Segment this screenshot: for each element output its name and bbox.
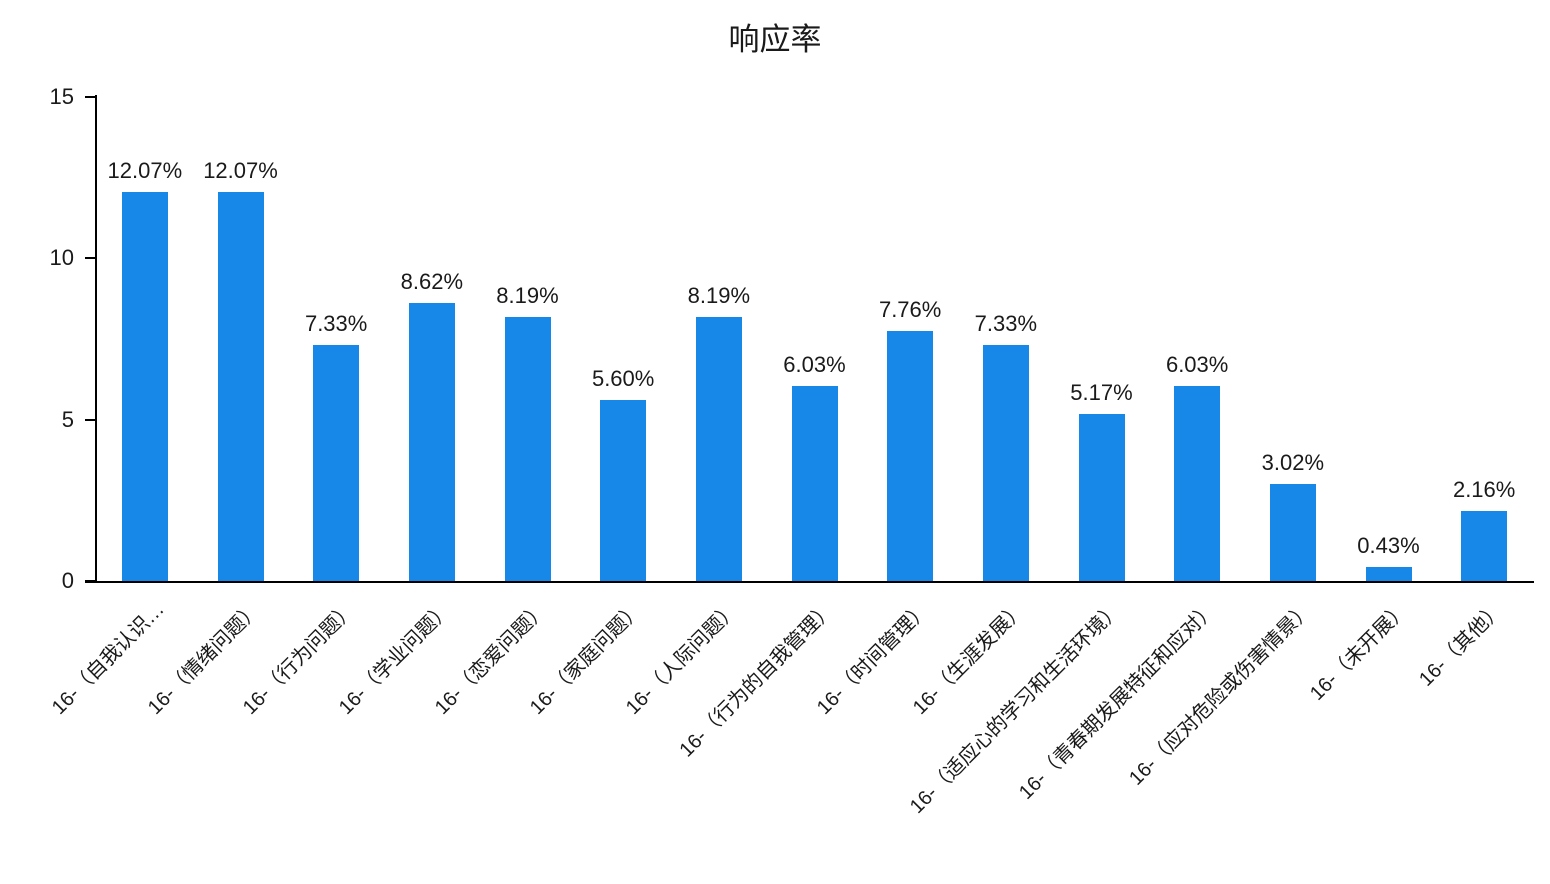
bar-value-label: 7.33% <box>304 310 368 336</box>
y-tick <box>85 580 97 582</box>
bar-value-label: 3.02% <box>1261 449 1325 475</box>
x-axis-label-text: 16-（应对危险或伤害情景） <box>1125 598 1317 790</box>
y-tick-label: 15 <box>49 84 74 109</box>
bar-value-label: 12.07% <box>107 157 183 183</box>
bar-value-label: 5.60% <box>591 366 655 392</box>
y-tick <box>85 418 97 421</box>
bar <box>695 316 742 581</box>
bar <box>408 302 455 581</box>
bar-value-label: 7.76% <box>878 296 942 322</box>
bar-value-label: 0.43% <box>1357 533 1420 559</box>
bar <box>1365 567 1412 581</box>
bar <box>600 400 647 581</box>
bar <box>791 386 838 581</box>
bar-value-label: 8.19% <box>496 282 559 308</box>
chart-title: 响应率 <box>728 22 822 57</box>
bar <box>504 316 551 581</box>
plot-area: 12.07% 12.07% 7.33% 8.62% 8.19% 5.60% 8.19% 6.0… <box>97 97 1532 581</box>
bar-value-label: 12.07% <box>203 157 278 183</box>
bar <box>217 191 264 581</box>
bar <box>1174 386 1221 581</box>
bar <box>1078 414 1125 581</box>
bar-value-label: 8.19% <box>687 282 751 308</box>
y-tick-label: 5 <box>61 406 74 432</box>
bar-value-label: 6.03% <box>1165 352 1229 378</box>
bar-value-label: 5.17% <box>1070 380 1133 406</box>
bar-value-label: 8.62% <box>400 268 464 294</box>
bar <box>313 344 360 581</box>
bar <box>1269 483 1316 581</box>
x-axis-label-text: 16-（未开展） <box>1305 598 1413 705</box>
bar <box>887 330 934 581</box>
x-axis-label-text: 16-（其他） <box>1415 598 1508 691</box>
bar <box>1461 511 1508 581</box>
bar-value-label: 6.03% <box>783 352 846 378</box>
y-axis-line <box>95 95 97 583</box>
y-tick <box>85 96 97 98</box>
y-tick <box>85 257 97 260</box>
y-tick-label: 0 <box>61 568 74 593</box>
bar <box>982 344 1029 581</box>
bar-value-label: 7.33% <box>974 310 1038 336</box>
bar-value-label: 2.16% <box>1452 477 1516 503</box>
y-tick-label: 10 <box>49 245 74 271</box>
bar <box>121 191 168 581</box>
x-axis-line <box>85 581 1534 583</box>
